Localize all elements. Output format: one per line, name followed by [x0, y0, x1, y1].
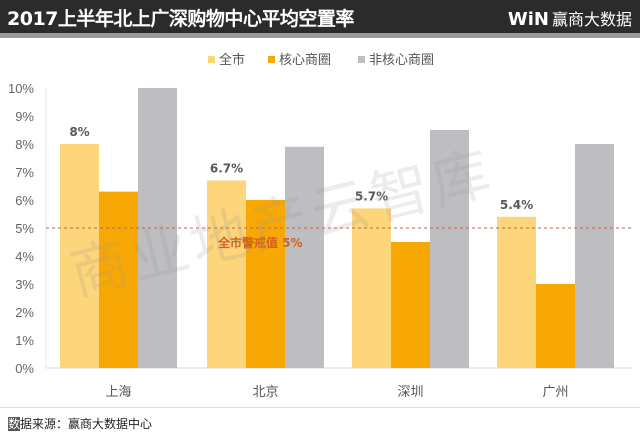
- bar-核心商圈-广州: [536, 284, 575, 368]
- x-tick-label: 上海: [105, 385, 131, 400]
- legend-swatch: [268, 56, 275, 63]
- brand-logo: WiN 赢商大数据: [508, 6, 632, 30]
- logo-text: 赢商大数据: [551, 10, 632, 29]
- data-label: 5.4%: [500, 198, 533, 212]
- y-tick-label: 1%: [15, 333, 34, 348]
- bar-非核心商圈-北京: [285, 146, 324, 368]
- title-bar: 2017上半年北上广深购物中心平均空置率 WiN 赢商大数据: [0, 0, 640, 38]
- chart-title: 2017上半年北上广深购物中心平均空置率: [7, 8, 354, 30]
- legend-label: 核心商圈: [279, 53, 331, 68]
- data-label: 5.7%: [355, 189, 388, 203]
- y-tick-label: 7%: [15, 165, 34, 180]
- y-tick-label: 8%: [15, 137, 34, 152]
- legend-swatch: [208, 56, 215, 63]
- bar-非核心商圈-广州: [575, 144, 614, 368]
- y-tick-label: 4%: [15, 249, 34, 264]
- bar-全市-上海: [60, 144, 99, 368]
- y-tick-label: 2%: [15, 305, 34, 320]
- y-tick-label: 0%: [15, 361, 34, 376]
- footer-divider: [0, 407, 640, 408]
- y-tick-label: 6%: [15, 193, 34, 208]
- bar-全市-北京: [207, 180, 246, 368]
- bar-全市-深圳: [352, 208, 391, 368]
- y-tick-label: 3%: [15, 277, 34, 292]
- x-tick-label: 广州: [542, 385, 568, 400]
- warning-label: 全市警戒值 5%: [217, 235, 303, 250]
- bar-全市-广州: [497, 216, 536, 368]
- source-text: 据来源：赢商大数据中心: [20, 417, 153, 431]
- logo-mark: WiN: [507, 9, 549, 30]
- y-tick-label: 9%: [15, 109, 34, 124]
- data-source: 数据来源：赢商大数据中心: [8, 415, 152, 432]
- bar-非核心商圈-深圳: [430, 130, 469, 368]
- x-tick-label: 北京: [252, 385, 278, 400]
- source-highlight: 数: [8, 417, 21, 431]
- bar-核心商圈-北京: [246, 200, 285, 368]
- legend-label: 非核心商圈: [369, 53, 434, 68]
- y-tick-label: 10%: [8, 81, 34, 96]
- legend-label: 全市: [219, 52, 245, 68]
- bar-核心商圈-深圳: [391, 242, 430, 368]
- data-label: 6.7%: [210, 161, 243, 175]
- bar-核心商圈-上海: [99, 191, 138, 368]
- y-tick-label: 5%: [15, 221, 34, 236]
- legend-swatch: [358, 56, 365, 63]
- data-label: 8%: [69, 125, 89, 139]
- x-tick-label: 深圳: [397, 385, 423, 400]
- bar-chart: 0% 1% 2% 3% 4% 5% 6% 7% 8% 9% 10% 全市 核心商圈 非核心商圈 8% 上海 6.…: [8, 52, 632, 400]
